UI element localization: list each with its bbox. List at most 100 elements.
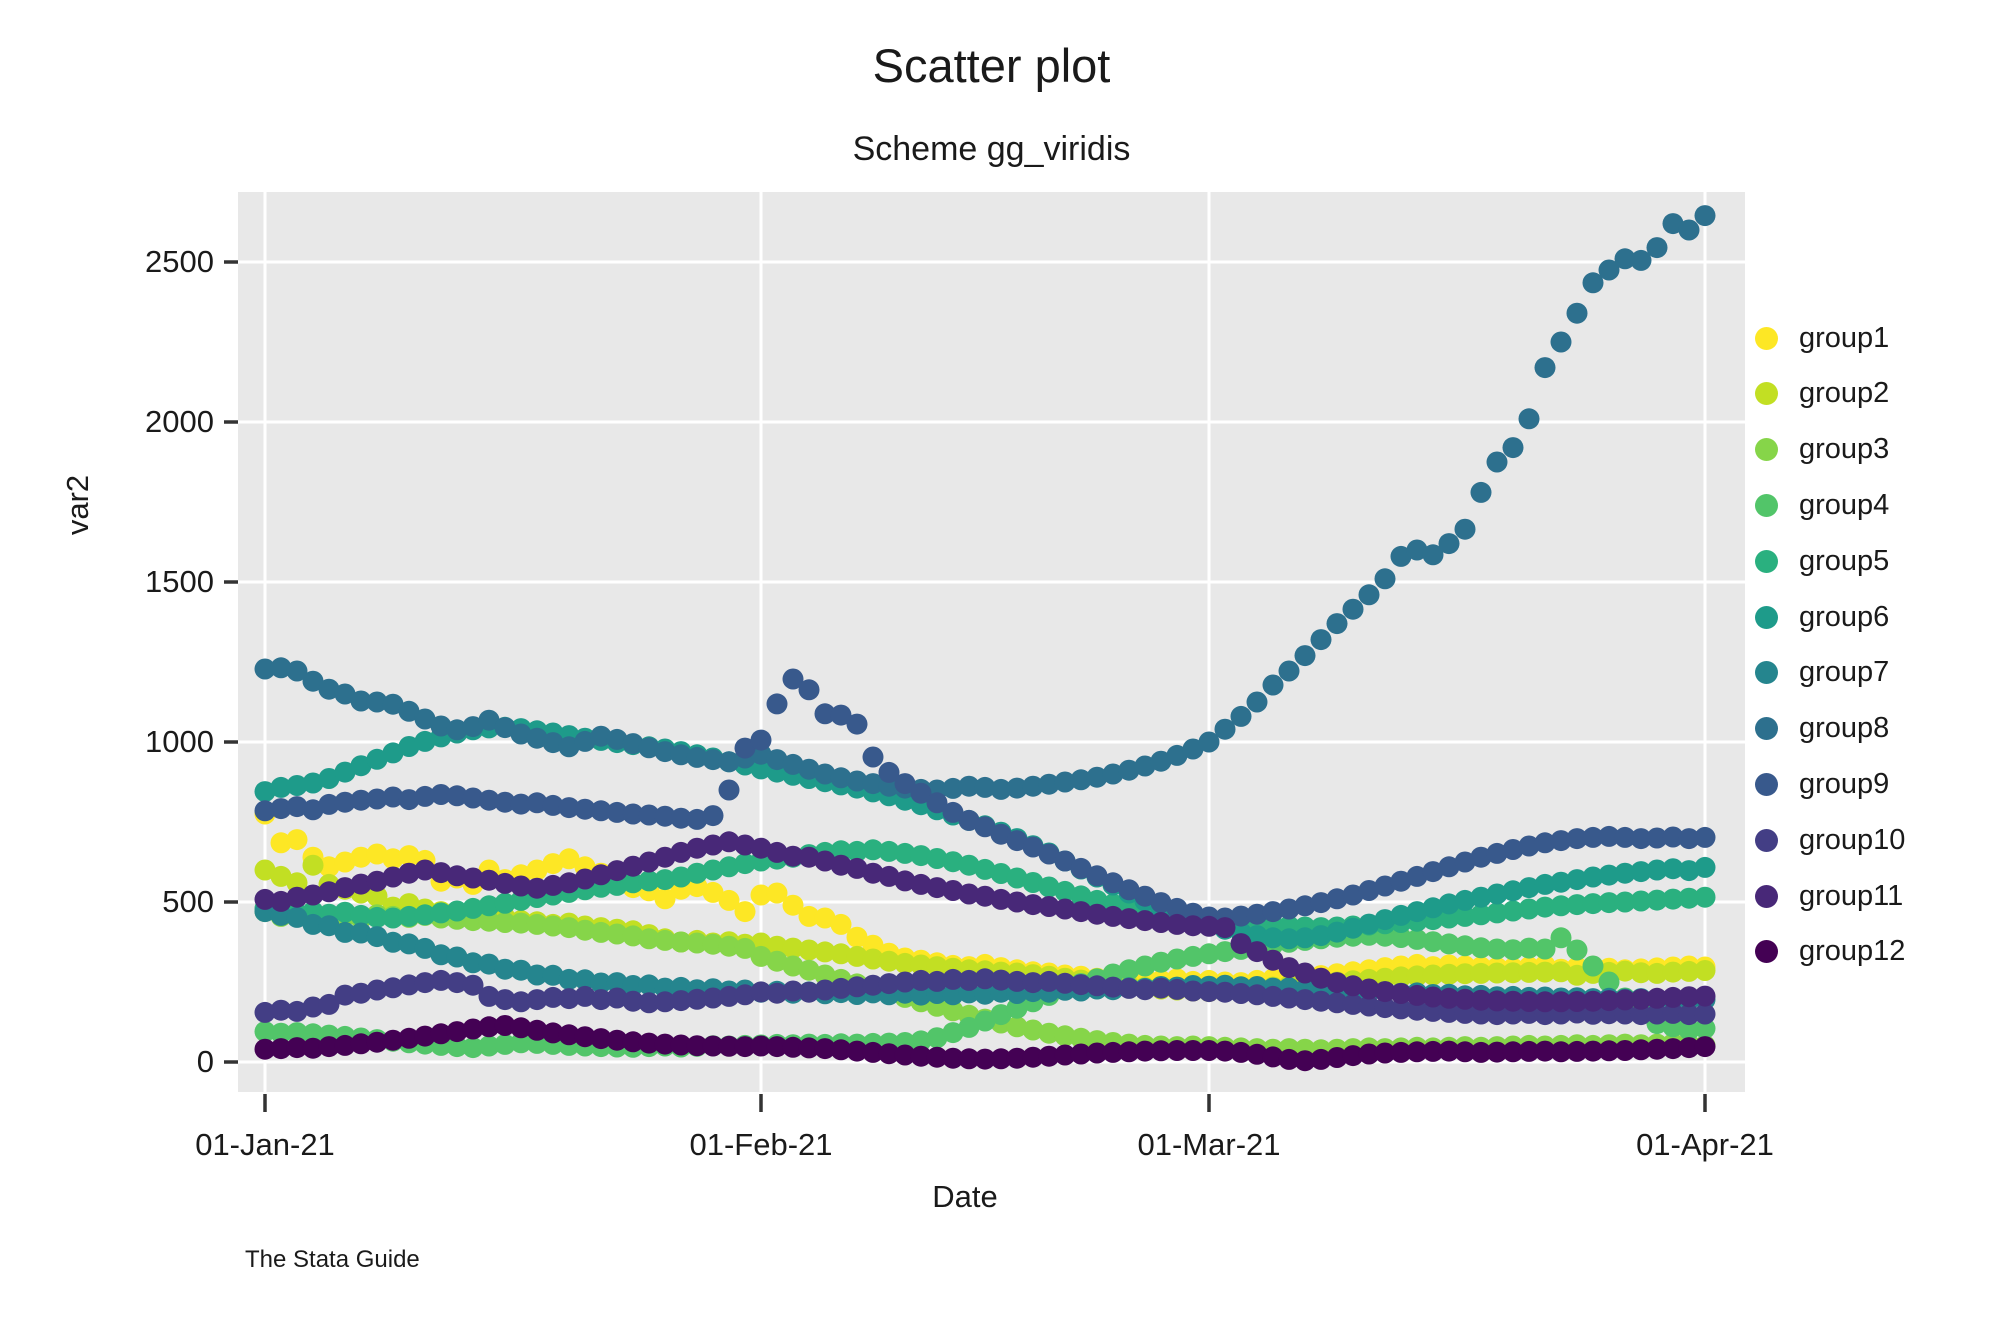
data-point-group12 (718, 1035, 740, 1057)
data-point-group1 (398, 845, 420, 867)
data-point-group9 (270, 798, 292, 820)
legend-swatch-icon (1755, 884, 1778, 908)
data-point-group3 (670, 931, 692, 953)
legend-label: group7 (1799, 656, 1890, 689)
legend-swatch-icon (1755, 661, 1778, 685)
data-point-group10 (1278, 987, 1300, 1009)
data-point-group12 (670, 1034, 692, 1056)
data-point-group9 (1246, 903, 1268, 925)
data-point-group4 (1454, 935, 1476, 957)
data-point-group10 (1022, 972, 1044, 994)
data-point-group1 (718, 889, 740, 911)
data-point-group1 (734, 901, 756, 923)
data-point-group11 (1198, 915, 1220, 937)
data-point-group5 (1694, 886, 1716, 908)
data-point-group6 (1374, 909, 1396, 931)
data-point-group11 (926, 877, 948, 899)
data-point-group6 (286, 775, 308, 796)
data-point-group12 (1102, 1041, 1124, 1063)
data-point-group12 (1070, 1043, 1092, 1065)
data-point-group10 (590, 989, 612, 1011)
data-point-group11 (1374, 981, 1396, 1003)
data-point-group10 (1038, 970, 1060, 992)
data-point-group8 (1086, 766, 1108, 788)
data-point-group1 (542, 853, 564, 875)
data-point-group5 (1054, 880, 1076, 902)
data-point-group9 (1422, 861, 1444, 883)
data-point-group10 (1102, 976, 1124, 998)
data-point-group9 (1150, 892, 1172, 914)
data-point-group10 (286, 1000, 308, 1022)
data-point-group8 (1214, 718, 1236, 740)
data-point-group9 (1438, 856, 1460, 878)
data-point-group12 (1438, 1040, 1460, 1062)
data-point-group12 (542, 1022, 564, 1044)
data-point-group9 (1086, 865, 1108, 887)
data-point-group11 (430, 862, 452, 884)
data-point-group8 (1278, 660, 1300, 682)
data-point-group4 (1534, 938, 1556, 960)
data-point-group11 (1134, 910, 1156, 932)
data-point-group4 (1166, 948, 1188, 970)
data-point-group10 (1358, 995, 1380, 1017)
data-point-group8 (526, 727, 548, 749)
data-point-group12 (382, 1029, 404, 1051)
data-point-group8 (1422, 544, 1444, 566)
data-point-group8 (718, 751, 740, 773)
data-point-group9 (670, 807, 692, 829)
data-point-group10 (366, 979, 388, 1001)
data-point-group11 (1054, 898, 1076, 920)
data-point-group8 (1246, 691, 1268, 713)
legend-label: group4 (1799, 488, 1890, 521)
data-point-group2 (1518, 961, 1540, 983)
data-point-group6 (1646, 859, 1668, 881)
data-point-group8 (638, 737, 660, 759)
data-point-group10 (1166, 978, 1188, 1000)
data-point-group8 (1662, 213, 1684, 235)
data-point-group8 (1342, 598, 1364, 620)
data-point-group1 (558, 848, 580, 870)
data-point-group5 (862, 839, 884, 861)
data-point-group2 (798, 939, 820, 961)
data-point-group4 (910, 1030, 932, 1052)
data-point-group5 (1534, 896, 1556, 918)
data-point-group5 (1550, 895, 1572, 917)
data-point-group5 (926, 848, 948, 869)
data-point-group6 (1694, 856, 1716, 878)
data-point-group11 (638, 851, 660, 873)
data-point-group11 (1550, 991, 1572, 1013)
data-point-group4 (1182, 945, 1204, 967)
data-point-group1 (318, 856, 340, 878)
data-point-group11 (302, 884, 324, 906)
data-point-group9 (558, 797, 580, 819)
data-point-group11 (846, 857, 868, 879)
data-point-group6 (1678, 860, 1700, 882)
data-point-group11 (1518, 991, 1540, 1012)
data-point-group6 (270, 776, 292, 798)
data-point-group9 (526, 792, 548, 814)
data-point-group8 (1182, 738, 1204, 760)
data-point-group12 (1390, 1041, 1412, 1063)
data-point-group11 (878, 865, 900, 887)
data-point-group12 (1150, 1040, 1172, 1062)
data-point-group7 (494, 958, 516, 980)
data-point-group11 (558, 872, 580, 894)
x-tick-label: 01-Mar-21 (1138, 1127, 1281, 1162)
data-point-group9 (894, 773, 916, 795)
data-point-group2 (846, 945, 868, 967)
data-point-group10 (414, 972, 436, 994)
data-point-group8 (302, 670, 324, 692)
data-point-group11 (862, 862, 884, 884)
data-point-group2 (254, 859, 276, 881)
data-point-group10 (1118, 977, 1140, 999)
data-point-group10 (318, 993, 340, 1015)
data-point-group7 (590, 972, 612, 994)
data-point-group12 (974, 1048, 996, 1070)
legend-swatch-icon (1755, 326, 1778, 350)
data-point-group11 (1150, 912, 1172, 933)
data-point-group10 (526, 989, 548, 1011)
data-point-group12 (1086, 1042, 1108, 1064)
data-point-group11 (270, 890, 292, 912)
data-point-group9 (798, 679, 820, 701)
data-point-group11 (910, 873, 932, 895)
